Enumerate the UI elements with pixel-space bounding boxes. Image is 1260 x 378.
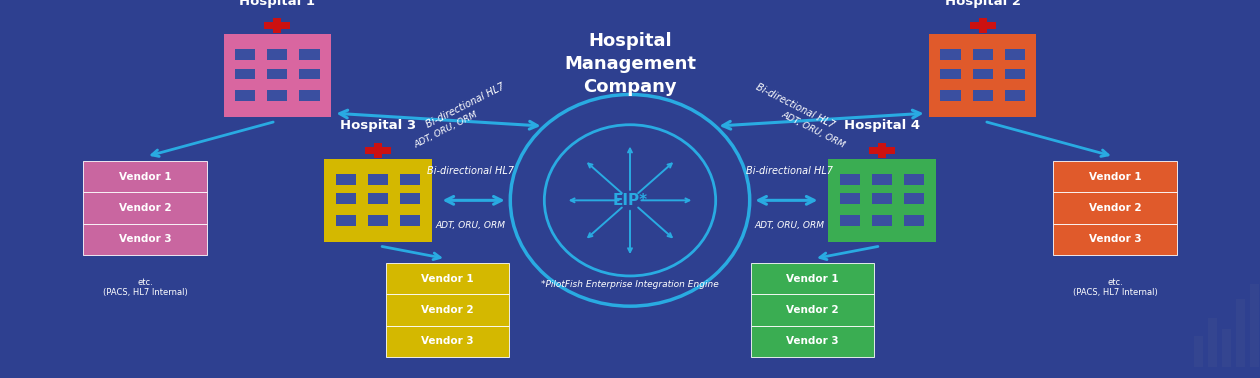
FancyBboxPatch shape: [751, 294, 874, 326]
FancyBboxPatch shape: [368, 174, 388, 185]
Text: etc.
(PACS, HL7 Internal): etc. (PACS, HL7 Internal): [1072, 278, 1158, 297]
FancyBboxPatch shape: [399, 193, 421, 204]
Text: Hospital 4: Hospital 4: [844, 119, 920, 132]
FancyBboxPatch shape: [903, 193, 925, 204]
FancyBboxPatch shape: [903, 215, 925, 226]
FancyBboxPatch shape: [83, 161, 207, 192]
Text: *PilotFish Enterprise Integration Engine: *PilotFish Enterprise Integration Engine: [541, 280, 719, 289]
FancyBboxPatch shape: [940, 50, 961, 60]
FancyBboxPatch shape: [234, 68, 256, 79]
Text: Hospital 2: Hospital 2: [945, 0, 1021, 8]
Text: Vendor 3: Vendor 3: [118, 234, 171, 244]
FancyBboxPatch shape: [872, 215, 892, 226]
Text: Vendor 2: Vendor 2: [786, 305, 839, 315]
FancyBboxPatch shape: [970, 22, 995, 29]
FancyBboxPatch shape: [973, 68, 993, 79]
FancyBboxPatch shape: [1004, 90, 1026, 101]
FancyBboxPatch shape: [940, 90, 961, 101]
FancyBboxPatch shape: [872, 174, 892, 185]
Text: Bi-directional HL7: Bi-directional HL7: [427, 166, 514, 176]
Text: Vendor 1: Vendor 1: [1089, 172, 1142, 181]
Text: ADT, ORU, ORM: ADT, ORU, ORM: [780, 110, 847, 150]
FancyBboxPatch shape: [751, 263, 874, 294]
FancyBboxPatch shape: [1004, 68, 1026, 79]
FancyBboxPatch shape: [903, 174, 925, 185]
FancyBboxPatch shape: [839, 174, 861, 185]
FancyBboxPatch shape: [1194, 336, 1203, 367]
FancyBboxPatch shape: [267, 90, 287, 101]
FancyBboxPatch shape: [234, 90, 256, 101]
Text: EIP*: EIP*: [612, 193, 648, 208]
FancyBboxPatch shape: [839, 193, 861, 204]
FancyBboxPatch shape: [1053, 161, 1177, 192]
Text: Bi-directional HL7: Bi-directional HL7: [746, 166, 833, 176]
FancyBboxPatch shape: [1004, 50, 1026, 60]
Text: Bi-directional HL7: Bi-directional HL7: [425, 81, 507, 130]
Text: Vendor 2: Vendor 2: [118, 203, 171, 213]
FancyBboxPatch shape: [1250, 284, 1259, 367]
FancyBboxPatch shape: [839, 215, 861, 226]
FancyBboxPatch shape: [368, 193, 388, 204]
FancyBboxPatch shape: [273, 18, 281, 33]
FancyBboxPatch shape: [979, 18, 987, 33]
FancyBboxPatch shape: [299, 68, 320, 79]
FancyBboxPatch shape: [973, 90, 993, 101]
FancyBboxPatch shape: [386, 294, 509, 326]
Ellipse shape: [544, 125, 716, 276]
FancyBboxPatch shape: [374, 143, 382, 158]
FancyBboxPatch shape: [1053, 224, 1177, 255]
FancyBboxPatch shape: [1222, 329, 1231, 367]
FancyBboxPatch shape: [83, 192, 207, 223]
FancyBboxPatch shape: [265, 22, 290, 29]
Text: Bi-directional HL7: Bi-directional HL7: [753, 81, 835, 130]
Text: Vendor 3: Vendor 3: [786, 336, 839, 346]
FancyBboxPatch shape: [335, 193, 357, 204]
Text: Vendor 2: Vendor 2: [1089, 203, 1142, 213]
FancyBboxPatch shape: [829, 159, 935, 242]
FancyBboxPatch shape: [335, 215, 357, 226]
FancyBboxPatch shape: [1053, 192, 1177, 223]
Text: Hospital
Management
Company: Hospital Management Company: [564, 33, 696, 96]
FancyBboxPatch shape: [368, 215, 388, 226]
FancyBboxPatch shape: [1208, 318, 1217, 367]
Text: Vendor 1: Vendor 1: [118, 172, 171, 181]
FancyBboxPatch shape: [399, 174, 421, 185]
FancyBboxPatch shape: [869, 147, 895, 154]
FancyBboxPatch shape: [940, 68, 961, 79]
FancyBboxPatch shape: [267, 50, 287, 60]
FancyBboxPatch shape: [386, 326, 509, 357]
FancyBboxPatch shape: [299, 50, 320, 60]
FancyBboxPatch shape: [267, 68, 287, 79]
FancyBboxPatch shape: [751, 326, 874, 357]
FancyBboxPatch shape: [335, 174, 357, 185]
FancyBboxPatch shape: [872, 193, 892, 204]
FancyBboxPatch shape: [399, 215, 421, 226]
Text: ADT, ORU, ORM: ADT, ORU, ORM: [436, 221, 507, 230]
FancyBboxPatch shape: [234, 50, 256, 60]
Text: ADT, ORU, ORM: ADT, ORU, ORM: [413, 110, 480, 150]
FancyBboxPatch shape: [299, 90, 320, 101]
FancyBboxPatch shape: [1236, 299, 1245, 367]
FancyBboxPatch shape: [930, 34, 1036, 117]
Text: Hospital 3: Hospital 3: [340, 119, 416, 132]
Text: Vendor 2: Vendor 2: [421, 305, 474, 315]
Text: Vendor 3: Vendor 3: [421, 336, 474, 346]
FancyBboxPatch shape: [386, 263, 509, 294]
Text: ADT, ORU, ORM: ADT, ORU, ORM: [753, 221, 824, 230]
FancyBboxPatch shape: [325, 159, 431, 242]
Text: Vendor 1: Vendor 1: [421, 274, 474, 284]
FancyBboxPatch shape: [224, 34, 330, 117]
FancyBboxPatch shape: [365, 147, 391, 154]
Text: Vendor 3: Vendor 3: [1089, 234, 1142, 244]
Text: etc.
(PACS, HL7 Internal): etc. (PACS, HL7 Internal): [102, 278, 188, 297]
Text: Vendor 1: Vendor 1: [786, 274, 839, 284]
Text: Hospital 1: Hospital 1: [239, 0, 315, 8]
FancyBboxPatch shape: [878, 143, 886, 158]
FancyBboxPatch shape: [973, 50, 993, 60]
FancyBboxPatch shape: [83, 224, 207, 255]
